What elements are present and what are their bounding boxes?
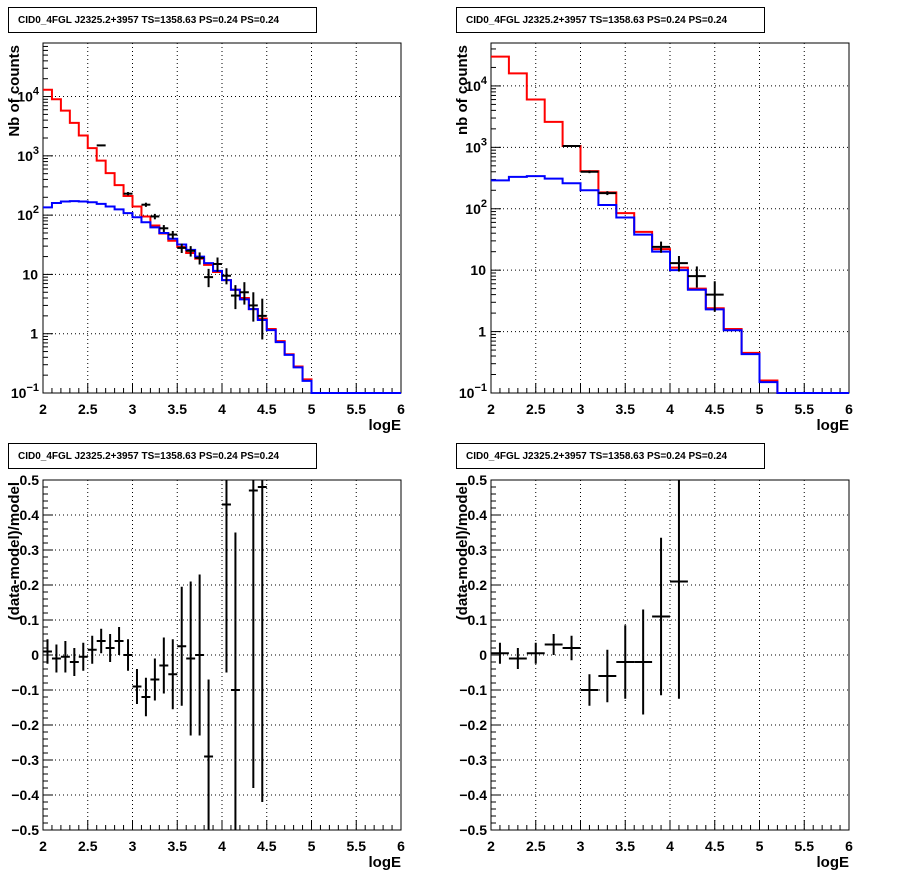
panel-4-y-tick-label: 0.2	[468, 577, 488, 593]
panel-4-x-tick-label: 5	[756, 838, 764, 854]
panel-3-y-tick-label: 0.3	[20, 542, 40, 558]
panel-1-y-tick-label: 103	[17, 145, 39, 164]
panel-4-x-tick-label: 2	[487, 838, 495, 854]
panel-2-y-tick-label: 10	[470, 262, 486, 278]
panel-3-y-tick-label: 0.5	[20, 472, 40, 488]
panel-4-y-tick-label: 0.3	[468, 542, 488, 558]
panel-3-x-tick-label: 5.5	[347, 838, 367, 854]
panel-4-y-axis-label: (data-model)/model	[454, 482, 471, 620]
panel-3-y-tick-label: 0.1	[20, 612, 40, 628]
panel-1-y-tick-label: 10	[22, 266, 38, 282]
panel-4-x-tick-label: 4.5	[705, 838, 725, 854]
panel-1-x-tick-label: 3	[129, 401, 137, 417]
panel-2-x-tick-label: 3.5	[616, 401, 636, 417]
panel-2-y-tick-label: 103	[465, 136, 487, 155]
panel-2-y-tick-label: 10−1	[459, 382, 487, 401]
panel-2-y-axis-label: nb of counts	[454, 45, 471, 135]
panel-1-y-tick-label: 1	[30, 326, 38, 342]
panel-1-x-tick-label: 4	[218, 401, 226, 417]
panel-1-x-tick-label: 5.5	[347, 401, 367, 417]
panel-3-x-tick-label: 3	[129, 838, 137, 854]
panel-2-y-tick-label: 1	[478, 324, 486, 340]
panel-2-x-tick-label: 3	[577, 401, 585, 417]
panel-3-x-tick-label: 2.5	[78, 838, 98, 854]
panel-2-x-tick-label: 6	[845, 401, 853, 417]
panel-3-x-axis-label: logE	[369, 854, 402, 871]
panel-1-x-tick-label: 2.5	[78, 401, 98, 417]
panel-3-title: CID0_4FGL J2325.2+3957 TS=1358.63 PS=0.2…	[8, 443, 317, 469]
panel-1-y-tick-label: 102	[17, 204, 39, 223]
panel-2-x-tick-label: 4.5	[705, 401, 725, 417]
panel-2-x-tick-label: 5	[756, 401, 764, 417]
panel-4-x-tick-label: 6	[845, 838, 853, 854]
panel-3-y-tick-label: −0.5	[11, 822, 39, 838]
panel-4-title: CID0_4FGL J2325.2+3957 TS=1358.63 PS=0.2…	[456, 443, 765, 469]
panel-1-y-axis-label: Nb of counts	[6, 45, 23, 137]
panel-3-y-tick-label: 0	[31, 647, 39, 663]
panel-2-x-tick-label: 4	[666, 401, 674, 417]
panel-1-y-tick-label: 104	[17, 86, 40, 105]
panel-4-y-tick-label: −0.1	[459, 682, 487, 698]
panel-2-x-tick-label: 2.5	[526, 401, 546, 417]
panel-4-x-tick-label: 3	[577, 838, 585, 854]
panel-1-x-tick-label: 5	[308, 401, 316, 417]
panel-1-x-axis-label: logE	[369, 417, 402, 434]
panel-3-y-tick-label: 0.4	[20, 507, 40, 523]
panel-4-y-tick-label: −0.5	[459, 822, 487, 838]
panel-4-y-tick-label: −0.2	[459, 717, 487, 733]
panel-3-x-tick-label: 4	[218, 838, 226, 854]
panel-1-x-tick-label: 2	[39, 401, 47, 417]
panel-3-x-tick-label: 6	[397, 838, 405, 854]
panel-3-y-tick-label: −0.4	[11, 787, 39, 803]
panel-4-y-tick-label: −0.4	[459, 787, 487, 803]
panel-3-y-tick-label: −0.3	[11, 752, 39, 768]
panel-4-y-tick-label: 0.4	[468, 507, 488, 523]
panel-3-x-tick-label: 5	[308, 838, 316, 854]
panel-1-y-tick-label: 10−1	[11, 382, 39, 401]
panel-3-x-tick-label: 2	[39, 838, 47, 854]
panel-1-x-tick-label: 6	[397, 401, 405, 417]
panel-3-x-tick-label: 4.5	[257, 838, 277, 854]
panel-3-y-axis-label: (data-model)/model	[6, 482, 23, 620]
panel-4-y-tick-label: −0.3	[459, 752, 487, 768]
panel-2-x-axis-label: logE	[817, 417, 850, 434]
panel-4-x-tick-label: 2.5	[526, 838, 546, 854]
panel-4-y-tick-label: 0.5	[468, 472, 488, 488]
panel-2-series-background-model	[491, 175, 849, 394]
panel-3-y-tick-label: −0.1	[11, 682, 39, 698]
panel-2-x-tick-label: 5.5	[795, 401, 815, 417]
panel-1-title: CID0_4FGL J2325.2+3957 TS=1358.63 PS=0.2…	[8, 7, 317, 33]
panel-2-x-tick-label: 2	[487, 401, 495, 417]
panel-4-x-tick-label: 4	[666, 838, 674, 854]
panel-1-x-tick-label: 3.5	[168, 401, 188, 417]
panel-2-y-tick-label: 104	[465, 75, 488, 94]
panel-3-y-tick-label: 0.2	[20, 577, 40, 593]
panel-2-title: CID0_4FGL J2325.2+3957 TS=1358.63 PS=0.2…	[456, 7, 765, 33]
panel-1-x-tick-label: 4.5	[257, 401, 277, 417]
panel-1-series-background-model	[43, 200, 401, 394]
panel-4-y-tick-label: 0	[479, 647, 487, 663]
panel-3-y-tick-label: −0.2	[11, 717, 39, 733]
panel-2-y-tick-label: 102	[465, 198, 487, 217]
panel-3-x-tick-label: 3.5	[168, 838, 188, 854]
panel-4-x-tick-label: 3.5	[616, 838, 636, 854]
panel-4-x-axis-label: logE	[817, 854, 850, 871]
panel-4-y-tick-label: 0.1	[468, 612, 488, 628]
panel-4-x-tick-label: 5.5	[795, 838, 815, 854]
